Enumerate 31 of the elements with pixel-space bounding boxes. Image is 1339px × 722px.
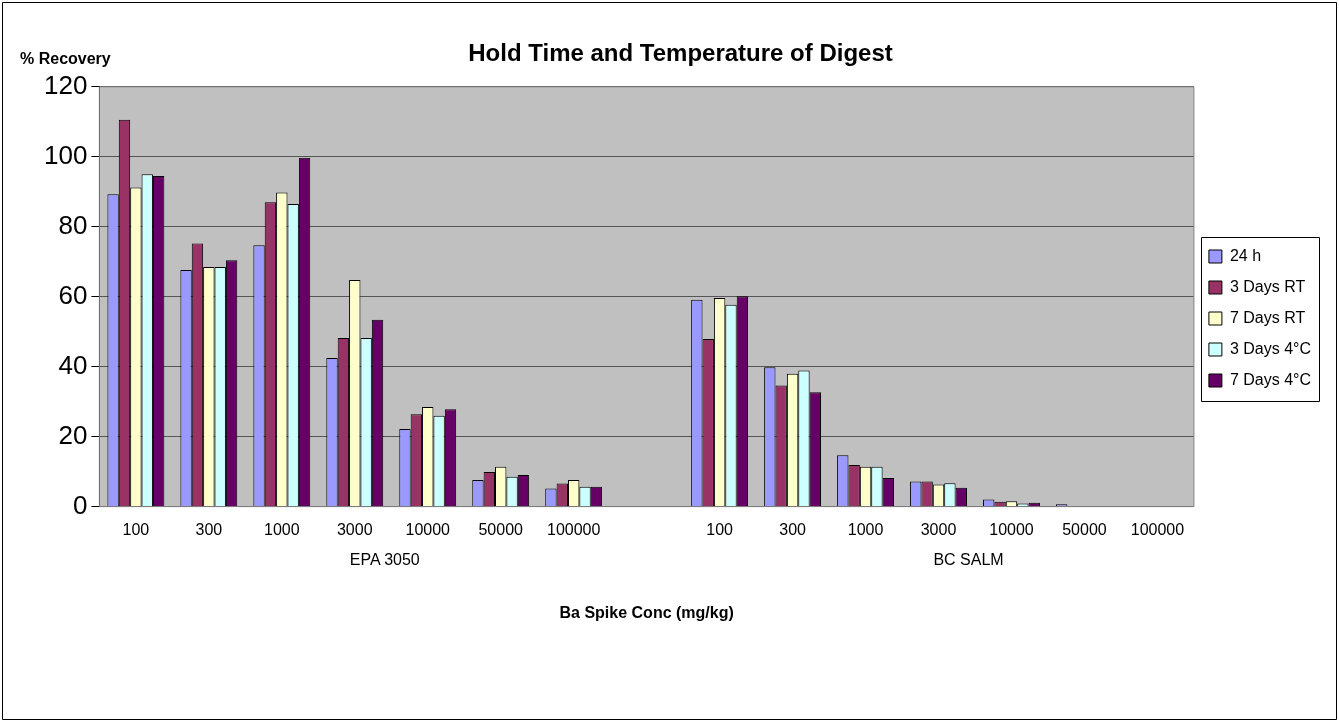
legend-label: 3 Days RT	[1229, 277, 1306, 295]
y-tick-label: 0	[72, 489, 88, 520]
x-tick-label: 3000	[920, 520, 957, 538]
x-tick-label: 10000	[989, 520, 1034, 538]
x-tick-label: 1000	[264, 520, 300, 538]
y-tick-label: 100	[43, 139, 88, 170]
text: EPA 3050	[349, 551, 420, 569]
y-tick-label: 120	[43, 69, 88, 100]
x-tick-label: 300	[195, 520, 223, 538]
y-tick-label: 60	[58, 279, 88, 310]
x-tick-label: 10000	[405, 520, 451, 538]
x-tick-label: 100	[706, 520, 734, 538]
x-tick-label: 100000	[1130, 520, 1185, 538]
x-tick-label: 3000	[336, 520, 373, 538]
legend-label: 24 h	[1229, 246, 1262, 264]
y-axis-title: % Recovery	[20, 50, 111, 68]
x-tick-label: 100000	[546, 520, 601, 538]
text: BC SALM	[933, 551, 1004, 569]
x-tick-label: 50000	[1062, 520, 1107, 538]
x-tick-label: 300	[779, 520, 807, 538]
x-tick-label: 1000	[847, 520, 884, 538]
legend-label: 3 Days 4°C	[1229, 339, 1311, 357]
legend-label: 7 Days 4°C	[1229, 370, 1311, 388]
legend-label: 7 Days RT	[1229, 308, 1306, 326]
x-tick-label: 100	[122, 520, 150, 538]
y-tick-label: 40	[58, 349, 88, 380]
chart-title: Hold Time and Temperature of Digest	[468, 39, 893, 67]
x-tick-label: 50000	[478, 520, 524, 538]
x-axis-title: Ba Spike Conc (mg/kg)	[559, 603, 734, 621]
y-tick-label: 20	[58, 419, 88, 450]
y-tick-label: 80	[58, 209, 88, 240]
